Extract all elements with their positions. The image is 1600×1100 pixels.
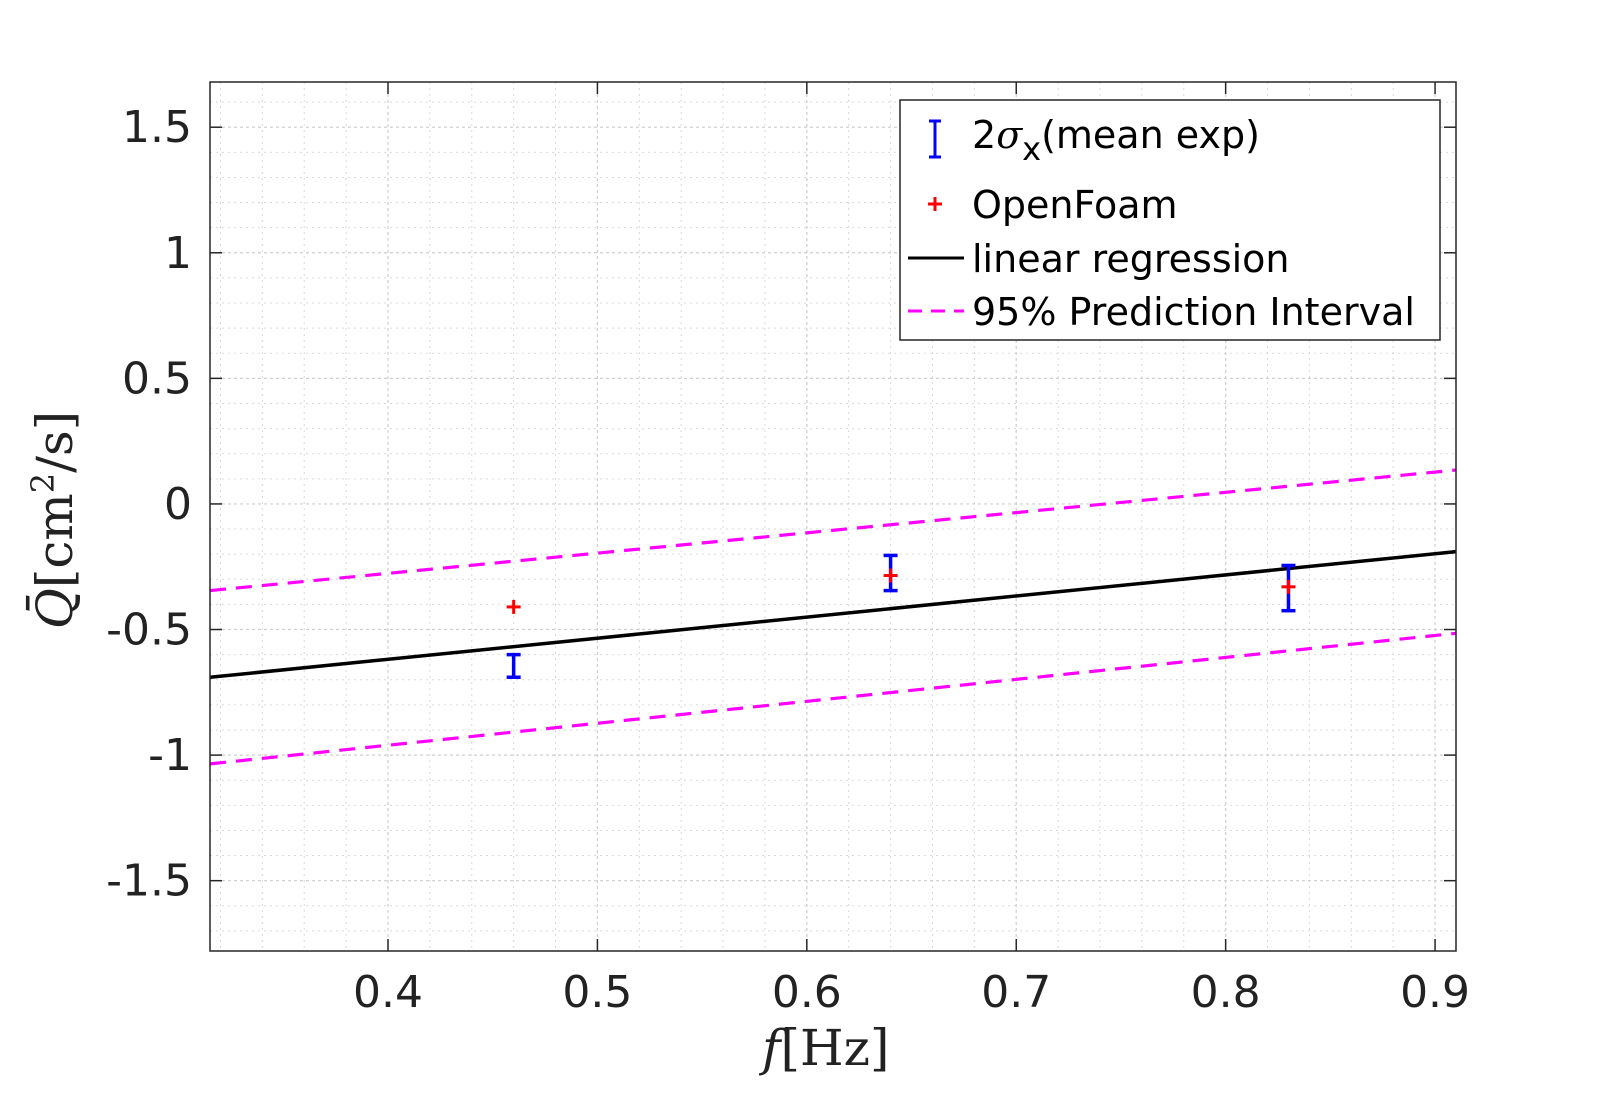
y-tick-label: -1.5 — [106, 856, 192, 907]
prediction-upper-line — [209, 468, 1457, 593]
legend-item-regression: linear regression — [908, 237, 1290, 281]
errorbar-point — [506, 652, 521, 679]
y-tick-label: 1.5 — [122, 102, 192, 153]
legend-label-openfoam: OpenFoam — [972, 183, 1178, 227]
x-tick-label: 0.6 — [772, 967, 842, 1018]
y-axis-title: Q̄[cm2/s] — [24, 411, 84, 629]
y-tick-label: 1 — [164, 228, 192, 279]
legend-label-errorbar: 2σx(mean exp) — [972, 113, 1260, 168]
regression-line — [209, 549, 1457, 679]
x-axis-title: f[Hz] — [758, 1019, 889, 1077]
plot-area — [209, 468, 1457, 766]
legend-item-errorbar: 2σx(mean exp) — [929, 113, 1260, 168]
y-tick-label: 0 — [164, 479, 192, 530]
y-tick-label: -0.5 — [106, 605, 192, 656]
axis-ticks — [210, 82, 1456, 951]
legend-label-regression: linear regression — [972, 237, 1290, 281]
legend: 2σx(mean exp) OpenFoam linear regression… — [899, 99, 1441, 341]
x-tick-label: 0.7 — [981, 967, 1051, 1018]
x-tick-label: 0.8 — [1191, 967, 1261, 1018]
legend-box — [899, 99, 1441, 341]
y-tick-label: 0.5 — [122, 353, 192, 404]
legend-item-openfoam: OpenFoam — [928, 183, 1178, 227]
openfoam-point — [1281, 579, 1296, 594]
prediction-lower-line — [209, 631, 1457, 766]
legend-label-prediction: 95% Prediction Interval — [972, 290, 1415, 334]
openfoam-point — [506, 599, 521, 614]
x-tick-label: 0.9 — [1400, 967, 1470, 1018]
tick-labels: 0.4 0.5 0.6 0.7 0.8 0.9 1.5 1 0.5 0 -0.5 -1 -1.5 — [106, 102, 1470, 1018]
legend-item-prediction: 95% Prediction Interval — [908, 290, 1415, 334]
axes-frame — [209, 81, 1457, 952]
x-tick-label: 0.4 — [353, 967, 423, 1018]
x-tick-label: 0.5 — [562, 967, 632, 1018]
openfoam-point — [883, 568, 898, 583]
y-tick-label: -1 — [148, 730, 192, 781]
